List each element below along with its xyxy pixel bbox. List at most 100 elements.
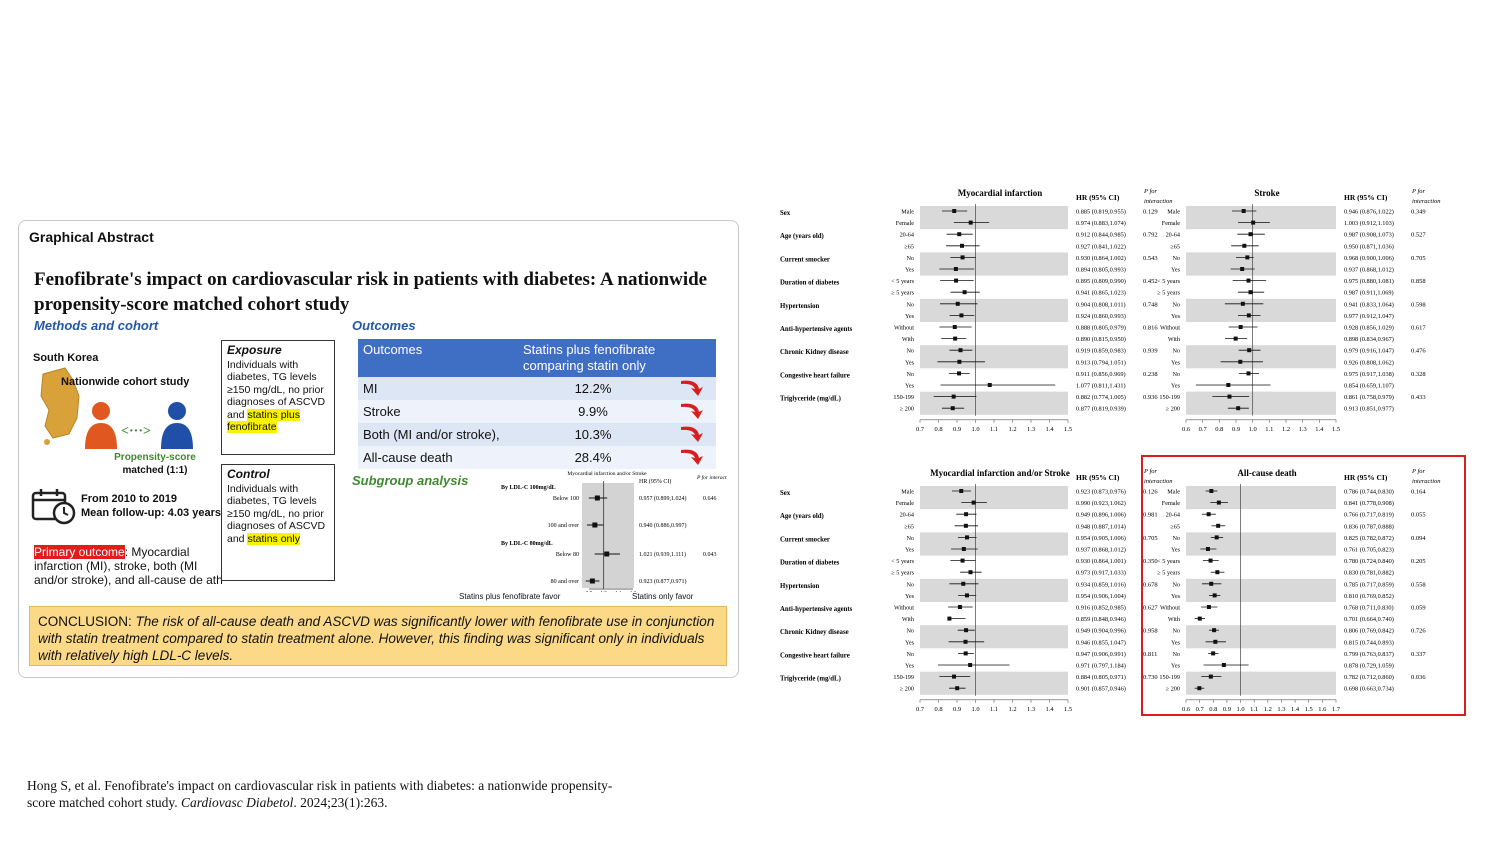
- forest-hr-point: [963, 651, 968, 656]
- forest-level-label: No: [906, 651, 914, 658]
- forest-level-label: Male: [1167, 489, 1180, 496]
- forest-p-value: 0.705: [1411, 255, 1426, 262]
- mini-hr-text: 0.957 (0.899,1.024): [639, 495, 687, 502]
- forest-level-label: Yes: [1171, 547, 1181, 554]
- forest-hr-point: [1238, 325, 1243, 329]
- forest-hr-point: [959, 243, 964, 248]
- forest-level-label: Female: [896, 220, 914, 227]
- forest-category-label: Chronic Kidney disease: [780, 349, 849, 356]
- forest-hr-text: 1.077 (0.811,1.431): [1076, 383, 1126, 390]
- mini-axis-tick: 1.0: [601, 591, 608, 592]
- forest-tick-label: 0.8: [934, 426, 942, 433]
- forest-level-label: Male: [901, 209, 914, 216]
- forest-p-value: 0.748: [1143, 301, 1158, 308]
- forest-hr-text: 0.990 (0.923,1.062): [1076, 500, 1126, 507]
- forest-hr-point: [1248, 232, 1253, 237]
- forest-hr-text: 0.878 (0.729,1.059): [1344, 663, 1394, 670]
- forest-hr-text: 0.977 (0.912,1.047): [1344, 313, 1394, 320]
- reduction-arrow-icon: [668, 377, 716, 400]
- forest-level-label: Yes: [1171, 313, 1181, 320]
- reduction-arrow-icon: [668, 400, 716, 423]
- forest-tick-label: 0.8: [1209, 706, 1217, 713]
- forest-p-header: interaction: [1412, 478, 1441, 485]
- forest-hr-text: 0.924 (0.860,0.993): [1076, 313, 1126, 320]
- forest-level-label: Yes: [905, 663, 915, 670]
- forest-tick-label: 0.7: [1196, 706, 1205, 713]
- forest-hr-text: 0.888 (0.805,0.979): [1076, 325, 1126, 332]
- forest-hr-text: 0.928 (0.856,1.029): [1344, 325, 1394, 332]
- forest-p-header: P for: [1143, 188, 1158, 195]
- abstract-title: Fenofibrate's impact on cardiovascular r…: [34, 269, 708, 315]
- mini-group-label: By LDL-C 80mg/dL: [501, 541, 553, 547]
- forest-hr-text: 0.973 (0.917,1.033): [1076, 570, 1126, 577]
- forest-hr-header: HR (95% CI): [1344, 193, 1388, 202]
- forest-hr-point: [1212, 593, 1217, 598]
- forest-hr-text: 0.979 (0.916,1.047): [1344, 348, 1394, 355]
- forest-band: [920, 252, 1068, 276]
- forest-hr-point: [968, 220, 973, 225]
- forest-tick-label: 1.2: [1264, 706, 1272, 713]
- forest-p-value: 0.337: [1411, 651, 1426, 658]
- forest-hr-point: [1246, 313, 1251, 318]
- forest-band: [1186, 345, 1336, 369]
- forest-hr-point: [968, 570, 973, 575]
- forest-p-value: 0.349: [1411, 209, 1426, 216]
- forest-level-label: Yes: [905, 639, 915, 646]
- forest-hr-text: 0.950 (0.871,1.036): [1344, 243, 1394, 250]
- forest-panel: All-cause death HR (95% CI) P for interacti…: [1157, 468, 1440, 713]
- forest-tick-label: 1.0: [971, 706, 979, 713]
- forest-level-label: No: [906, 371, 914, 378]
- conclusion-box: CONCLUSION: The risk of all-cause death …: [29, 606, 727, 666]
- forest-band: [1186, 578, 1336, 602]
- forest-level-label: No: [1172, 628, 1180, 635]
- forest-hr-text: 0.934 (0.859,1.016): [1076, 581, 1126, 588]
- forest-p-value: 0.129: [1143, 209, 1158, 216]
- forest-level-label: 20-64: [900, 512, 914, 519]
- country-label: South Korea: [33, 352, 99, 364]
- forest-hr-text: 0.836 (0.787,0.888): [1344, 523, 1394, 530]
- forest-hr-point: [952, 325, 957, 329]
- forest-level-label: Yes: [905, 383, 915, 390]
- forest-p-value: 0.678: [1143, 581, 1158, 588]
- forest-level-label: Female: [1162, 500, 1180, 507]
- forest-hr-point: [963, 523, 968, 528]
- forest-hr-point: [1206, 605, 1211, 609]
- matched-people-icon: <···>: [85, 402, 193, 449]
- forest-tick-label: 1.5: [1064, 426, 1072, 433]
- outcomes-heading: Outcomes: [352, 318, 416, 333]
- korea-map-icon: [40, 367, 80, 445]
- svg-text:<···>: <···>: [121, 424, 151, 439]
- forest-title: Myocardial infarction: [958, 188, 1043, 198]
- mini-axis-tick: 0.9: [586, 591, 593, 592]
- mini-hr-header: HR (95% CI): [639, 478, 671, 485]
- mini-col-title: Myocardial infarction and/or Stroke: [567, 470, 647, 477]
- forest-hr-point: [1209, 581, 1214, 586]
- forest-level-label: No: [1172, 581, 1180, 588]
- forest-hr-point: [1240, 267, 1245, 271]
- forest-hr-text: 0.810 (0.769,0.852): [1344, 593, 1394, 600]
- forest-tick-label: 1.1: [1265, 426, 1273, 433]
- forest-hr-point: [955, 686, 960, 691]
- forest-level-label: Without: [1160, 325, 1180, 332]
- forest-hr-text: 0.786 (0.744,0.830): [1344, 489, 1394, 496]
- forest-panel: Myocardial infarction HR (95% CI) P for int…: [780, 188, 1173, 433]
- forest-hr-text: 0.701 (0.664,0.740): [1344, 616, 1394, 623]
- forest-hr-point: [951, 394, 956, 399]
- forest-band: [920, 206, 1068, 230]
- mini-hr-point: [604, 551, 610, 557]
- forest-tick-label: 1.2: [1282, 426, 1290, 433]
- forest-tick-label: 0.9: [953, 706, 961, 713]
- forest-hr-point: [1209, 489, 1214, 493]
- forest-tick-label: 1.3: [1027, 706, 1035, 713]
- forest-tick-label: 0.7: [1199, 426, 1208, 433]
- forest-hr-point: [1216, 523, 1221, 528]
- forest-band: [920, 345, 1068, 369]
- forest-hr-point: [961, 581, 966, 586]
- forest-hr-text: 0.927 (0.841,1.022): [1076, 243, 1126, 250]
- forest-hr-text: 0.882 (0.774,1.005): [1076, 394, 1126, 401]
- forest-hr-text: 0.954 (0.905,1.006): [1076, 535, 1126, 542]
- forest-band: [1186, 486, 1336, 510]
- forest-level-label: ≥65: [904, 243, 914, 250]
- highlight-box: [1141, 455, 1466, 716]
- forest-hr-text: 0.948 (0.887,1.014): [1076, 523, 1126, 530]
